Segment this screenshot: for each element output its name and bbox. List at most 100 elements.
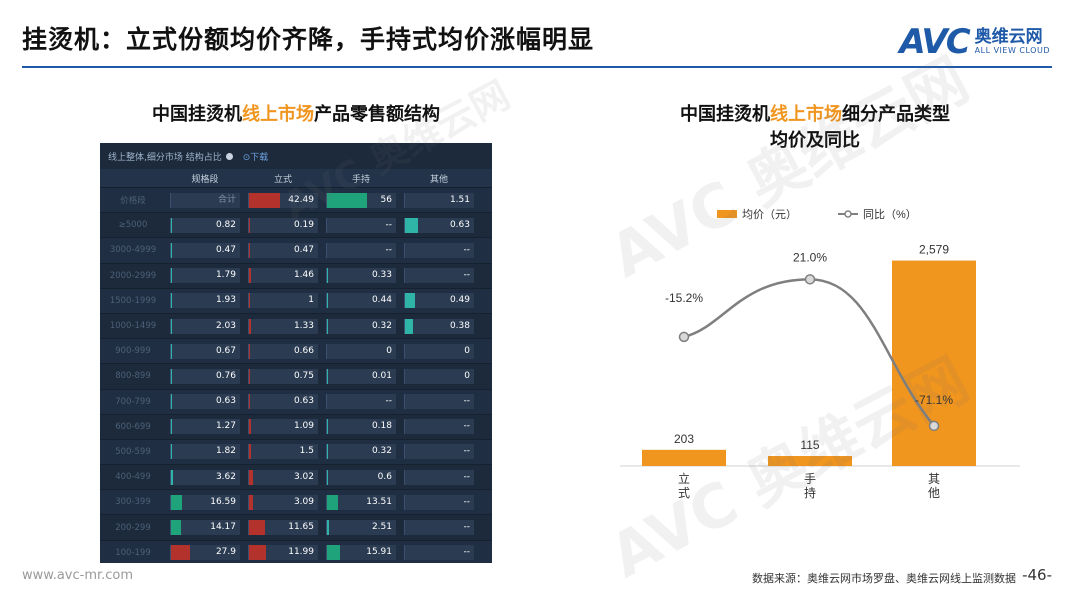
avc-logo: AVC 奥维云网 ALL VIEW CLOUD	[899, 22, 1050, 62]
table-cell: 合计	[166, 188, 244, 212]
category-label: 他	[928, 486, 940, 500]
left-title-post: 产品零售额结构	[314, 104, 440, 125]
cell-box: 0	[404, 343, 474, 359]
cell-value: 0.82	[215, 219, 236, 230]
cell-box: 1.5	[248, 444, 318, 460]
cell-value: 3.09	[293, 496, 314, 507]
cell-box: 16.59	[170, 494, 240, 510]
avg-price-chart: 均价（元） 同比（%） 203 115 2,579 立式 手持 其他 -15.2% 21.0% -7…	[620, 208, 1020, 500]
table-row: 300-399 16.59 3.09 13.51 --	[100, 489, 492, 515]
table-header-cell: 规格段	[191, 174, 219, 185]
cell-box: 3.02	[248, 469, 318, 485]
table-cell: 11.99	[244, 541, 322, 563]
table-cell: 56	[322, 188, 400, 212]
cell-box: 0.49	[404, 293, 474, 309]
download-link[interactable]: ⊙下载	[242, 152, 269, 163]
cell-box: 0.47	[170, 242, 240, 258]
table-cell: --	[400, 238, 478, 262]
left-title-highlight: 线上市场	[242, 104, 314, 125]
cell-value: 0.49	[449, 295, 470, 306]
cell-value: 0.63	[215, 396, 236, 407]
cell-value: --	[385, 244, 393, 255]
cell-value: 0.33	[371, 270, 392, 281]
cell-box: --	[326, 242, 396, 258]
right-title-post: 细分产品类型	[842, 104, 950, 125]
table-cell: --	[400, 541, 478, 563]
yoy-label: -15.2%	[665, 291, 703, 305]
cell-value: 3.62	[215, 471, 236, 482]
price-bar	[768, 456, 852, 466]
share-bar	[171, 318, 173, 334]
cell-value: 2.51	[371, 522, 392, 533]
share-bar	[327, 545, 341, 561]
cell-value: 0.32	[371, 320, 392, 331]
share-bar	[249, 293, 251, 309]
table-cell: 0.38	[400, 314, 478, 338]
toolbar-text: 线上整体,细分市场 结构占比	[108, 152, 222, 163]
table-cell: 1.09	[244, 415, 322, 439]
cell-value: 0.18	[371, 421, 392, 432]
cell-value: --	[463, 396, 471, 407]
share-bar	[171, 419, 173, 435]
price-bar	[892, 260, 976, 466]
price-label: 115	[800, 438, 819, 452]
share-bar	[249, 318, 251, 334]
table-header-cell	[100, 169, 166, 187]
table-cell: 0	[400, 364, 478, 388]
cell-box: 27.9	[170, 545, 240, 561]
page-number: -46-	[1022, 566, 1052, 584]
table-cell: 1.46	[244, 264, 322, 288]
share-bar	[171, 217, 173, 233]
legend-label-line: 同比（%）	[863, 208, 917, 221]
share-bar	[249, 419, 251, 435]
price-label: 2,579	[919, 243, 949, 257]
yoy-label: 21.0%	[793, 250, 827, 264]
cell-value: 15.91	[366, 547, 392, 558]
table-cell: 11.65	[244, 515, 322, 539]
cell-value: --	[463, 471, 471, 482]
cell-value: 0.66	[293, 345, 314, 356]
table-cell: 1.79	[166, 264, 244, 288]
cell-value: 1	[308, 295, 314, 306]
table-cell: 0.76	[166, 364, 244, 388]
cell-box: 1.93	[170, 293, 240, 309]
share-bar	[405, 217, 419, 233]
cell-box: --	[404, 494, 474, 510]
share-bar	[171, 494, 183, 510]
retail-structure-table: 线上整体,细分市场 结构占比 ⊙下载 规格段 立式 手持 其他 价格段 合计 42.49 5…	[100, 143, 492, 563]
cell-value: 27.9	[215, 547, 236, 558]
share-bar	[327, 444, 329, 460]
share-bar	[171, 268, 173, 284]
share-bar	[327, 368, 329, 384]
table-row: 200-299 14.17 11.65 2.51 --	[100, 514, 492, 539]
table-cell: 0.66	[244, 339, 322, 363]
info-icon[interactable]	[225, 152, 233, 160]
table-header-cell: 其他	[429, 174, 448, 185]
table-cell: 15.91	[322, 541, 400, 563]
share-bar	[171, 520, 181, 536]
cell-box: 3.09	[248, 494, 318, 510]
cell-box: 0.67	[170, 343, 240, 359]
share-bar	[171, 545, 191, 561]
table-row: 700-799 0.63 0.63 -- --	[100, 388, 492, 414]
category-label: 持	[804, 485, 816, 500]
share-bar	[171, 368, 173, 384]
cell-box: 15.91	[326, 545, 396, 561]
yoy-point	[678, 331, 690, 343]
cell-box: 11.65	[248, 520, 318, 536]
table-cell: 0	[322, 339, 400, 363]
table-row: 100-199 27.9 11.99 15.91 --	[100, 539, 492, 563]
share-bar	[327, 520, 330, 536]
cell-value: --	[463, 522, 471, 533]
website-link[interactable]: www.avc-mr.com	[22, 568, 134, 583]
category-label: 手	[804, 472, 816, 486]
cell-box: 0.32	[326, 318, 396, 334]
share-bar	[405, 318, 413, 334]
row-label: 1500-1999	[109, 295, 157, 306]
share-bar	[249, 494, 254, 510]
cell-box: 0.18	[326, 419, 396, 435]
share-bar	[327, 419, 329, 435]
table-cell: 0.18	[322, 415, 400, 439]
legend-marker	[844, 210, 852, 218]
table-cell: 1.33	[244, 314, 322, 338]
